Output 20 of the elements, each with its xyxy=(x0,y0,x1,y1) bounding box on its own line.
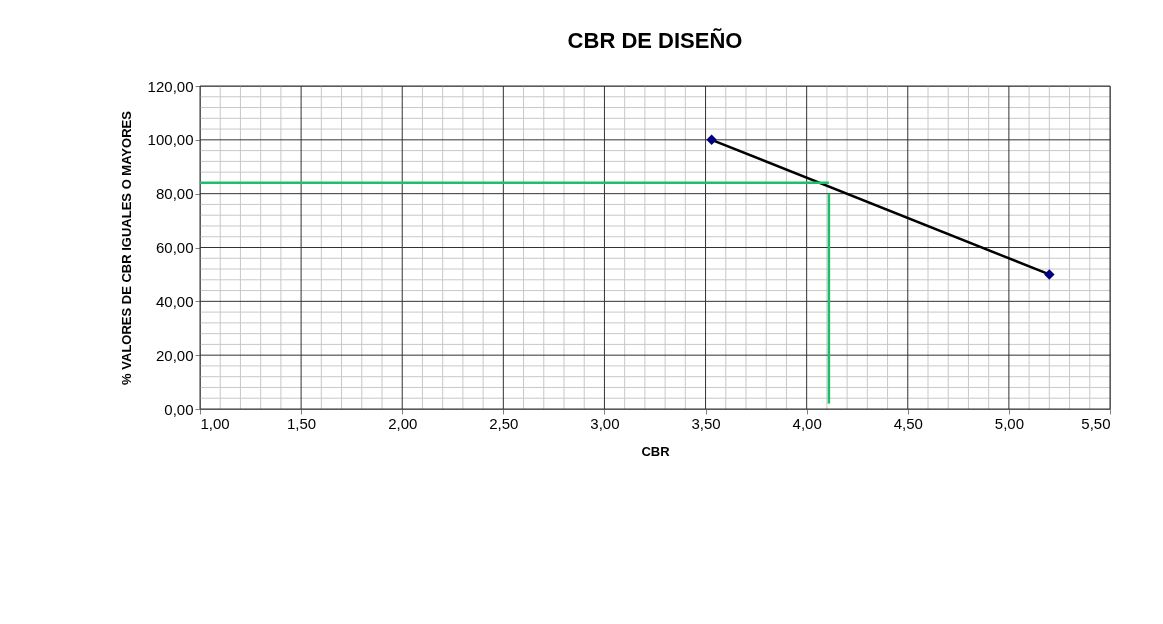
y-tick-label: 100,00 xyxy=(147,131,194,149)
y-axis-title: % VALORES DE CBR IGUALES O MAYORES xyxy=(118,110,134,385)
x-tick-label: 3,50 xyxy=(691,414,721,432)
x-tick-label: 3,00 xyxy=(590,414,620,432)
x-tick-label: 5,50 xyxy=(1081,414,1111,432)
x-tick-label: 4,00 xyxy=(792,414,822,432)
x-tick-label: 2,50 xyxy=(489,414,519,432)
x-tick-label: 1,00 xyxy=(200,414,230,432)
y-tick-label: 40,00 xyxy=(155,292,194,310)
x-tick-label: 4,50 xyxy=(893,414,923,432)
y-tick-label: 20,00 xyxy=(155,346,194,364)
y-tick-label: 0,00 xyxy=(164,400,194,418)
y-tick-label: 60,00 xyxy=(155,239,194,256)
x-axis-title: CBR xyxy=(641,443,671,459)
chart-title: CBR DE DISEÑO xyxy=(567,28,743,53)
x-tick-label: 1,50 xyxy=(287,414,317,432)
x-tick-label: 5,00 xyxy=(994,414,1024,432)
y-tick-label: 80,00 xyxy=(155,185,194,203)
y-tick-label: 120,00 xyxy=(147,77,194,95)
x-tick-label: 2,00 xyxy=(388,414,418,432)
